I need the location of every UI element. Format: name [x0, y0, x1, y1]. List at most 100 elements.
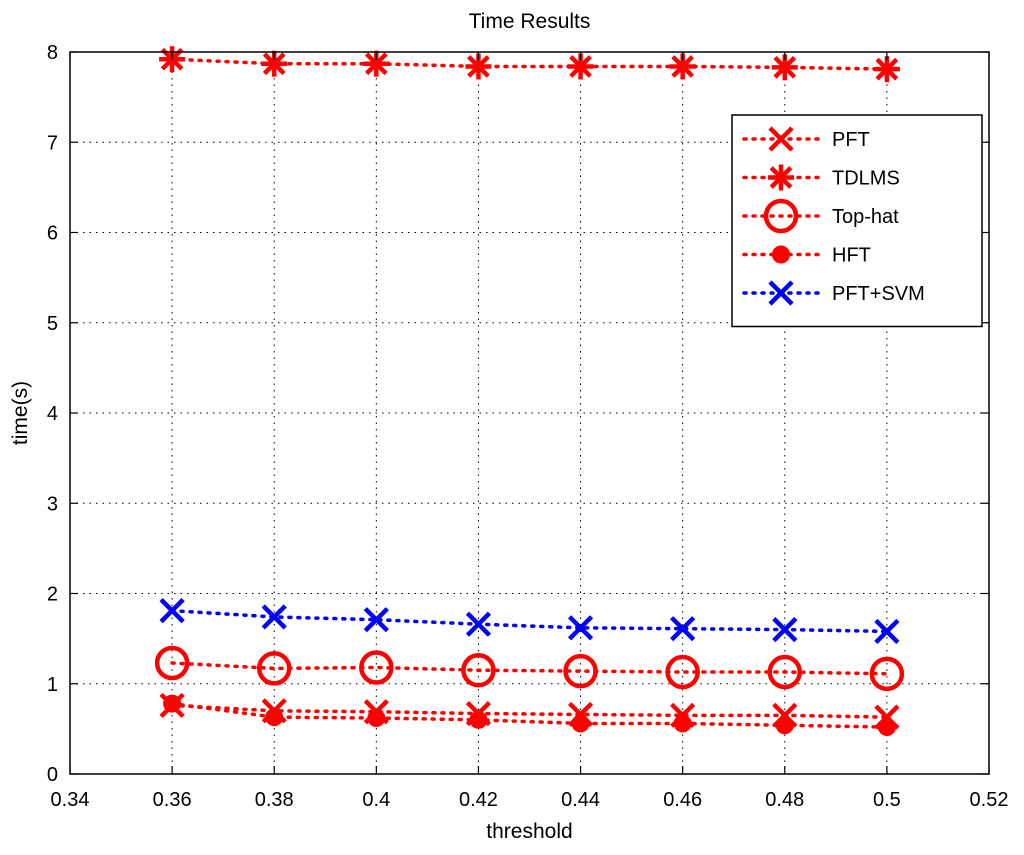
y-axis-title: time(s): [9, 381, 32, 445]
data-point: [874, 618, 900, 644]
marker-shape: [367, 709, 386, 728]
marker-shape: [877, 718, 896, 737]
marker-stroke: [769, 166, 793, 189]
series-hft: [163, 694, 896, 737]
marker-stroke: [262, 52, 286, 76]
legend-label: Top-hat: [832, 206, 899, 228]
data-point: [261, 50, 288, 77]
y-tick-label: 8: [47, 42, 58, 64]
marker-stroke: [772, 617, 798, 643]
data-point: [465, 611, 492, 637]
legend-entry: PFT: [742, 126, 870, 152]
data-point: [669, 53, 696, 80]
legend-box: [731, 114, 983, 328]
data-point: [265, 708, 284, 727]
data-point: [567, 615, 594, 641]
axis-ticks: 0.34 0.36 0.38 0.4 0.42 0.44 0.46 0.48 0.5 0.52 0 1…: [47, 42, 1009, 811]
data-point: [869, 656, 905, 692]
marker-stroke: [875, 57, 899, 81]
x-tick-label: 0.4: [362, 789, 390, 811]
data-point: [363, 607, 389, 633]
y-tick-label: 5: [47, 313, 58, 335]
data-point: [571, 714, 590, 733]
data-point: [359, 650, 394, 685]
series-line: [170, 608, 889, 634]
y-tick-label: 6: [47, 223, 58, 245]
x-tick-label: 0.5: [873, 789, 901, 811]
marker-shape: [563, 653, 598, 689]
marker-stroke: [773, 56, 797, 79]
marker-shape: [469, 710, 488, 729]
x-tick-label: 0.52: [970, 789, 1009, 811]
marker-shape: [571, 714, 590, 733]
y-tick-label: 1: [47, 674, 58, 696]
marker-stroke: [159, 598, 185, 624]
series-line: [170, 661, 889, 676]
marker-shape: [673, 714, 692, 733]
marker-stroke: [465, 611, 492, 637]
marker-stroke: [768, 126, 794, 152]
y-tick-label: 2: [47, 584, 58, 606]
y-tick-label: 4: [47, 403, 58, 425]
data-point: [461, 652, 496, 688]
y-tick-label: 0: [47, 764, 58, 786]
legend-marker: [768, 164, 794, 191]
data-point: [772, 617, 798, 643]
legend-marker: [768, 280, 794, 306]
data-point: [673, 714, 692, 733]
legend-entry: HFT: [742, 245, 871, 267]
legend-label: PFT+SVM: [832, 283, 925, 305]
data-point: [469, 710, 488, 729]
data-point: [670, 616, 696, 642]
marker-stroke: [670, 616, 696, 642]
x-tick-label: 0.36: [153, 789, 192, 811]
legend-marker: [768, 126, 794, 152]
marker-shape: [461, 652, 496, 688]
marker-stroke: [768, 280, 794, 306]
marker-shape: [767, 654, 803, 690]
series-line: [170, 703, 889, 719]
data-point: [256, 651, 292, 686]
data-point: [665, 654, 700, 690]
marker-stroke: [363, 607, 389, 633]
legend-label: TDLMS: [832, 168, 900, 190]
marker-shape: [772, 245, 790, 264]
x-tick-label: 0.48: [765, 789, 804, 811]
chart-title: Time Results: [469, 10, 591, 33]
x-tick-label: 0.38: [255, 789, 294, 811]
y-tick-label: 3: [47, 493, 58, 515]
marker-shape: [869, 656, 905, 692]
marker-shape: [154, 645, 190, 681]
x-tick-label: 0.34: [51, 789, 90, 811]
legend: PFT TDLMS Top-hat HFT PFT+SVM: [731, 114, 983, 328]
marker-shape: [265, 708, 284, 727]
marker-stroke: [874, 618, 900, 644]
legend-entry: PFT+SVM: [742, 280, 925, 306]
legend-entry: TDLMS: [742, 164, 900, 191]
marker-shape: [163, 694, 182, 713]
data-point: [159, 598, 185, 624]
marker-shape: [359, 650, 394, 685]
x-tick-label: 0.44: [561, 789, 600, 811]
marker-stroke: [671, 55, 695, 78]
legend-label: PFT: [832, 129, 870, 151]
data-point: [873, 56, 900, 83]
data-point: [163, 694, 182, 713]
marker-shape: [665, 654, 700, 690]
x-tick-label: 0.42: [459, 789, 498, 811]
legend-marker: [772, 245, 790, 264]
data-point: [563, 653, 598, 689]
marker-stroke: [364, 52, 388, 76]
marker-shape: [256, 651, 292, 686]
data-point: [771, 54, 798, 81]
marker-shape: [775, 716, 794, 735]
marker-stroke: [567, 615, 594, 641]
marker-stroke: [467, 55, 490, 78]
series-top-hat: [154, 645, 905, 692]
data-point: [154, 645, 190, 681]
series-tdlms: [159, 46, 900, 83]
marker-shape: [763, 198, 799, 234]
data-point: [367, 709, 386, 728]
legend-label: HFT: [832, 245, 871, 267]
